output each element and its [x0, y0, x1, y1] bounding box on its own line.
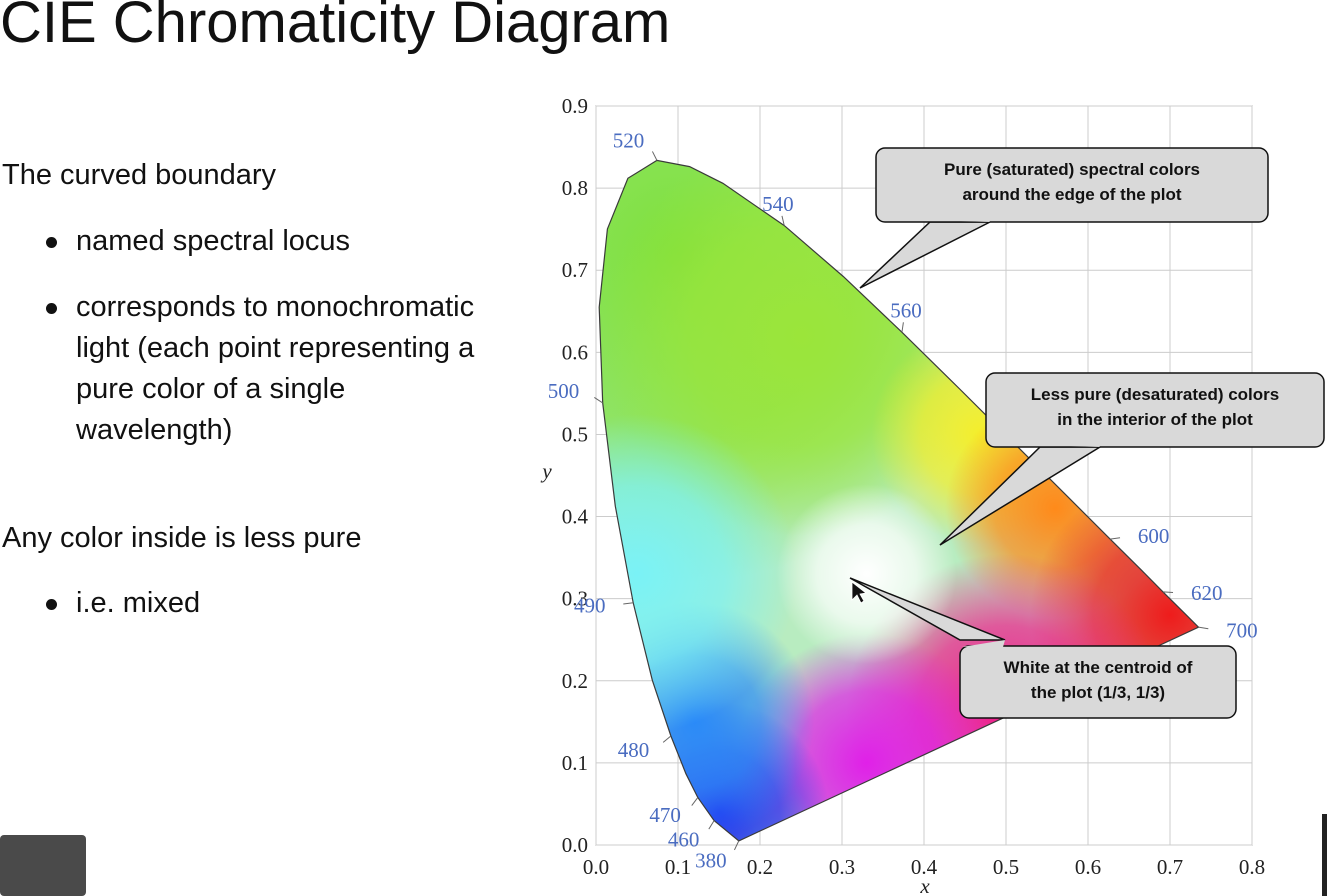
y-tick-label: 0.4 [562, 505, 589, 529]
bullet-item: named spectral locus [46, 221, 476, 262]
callout-joint [1042, 445, 1100, 447]
wavelength-label: 600 [1138, 524, 1170, 548]
callout-text: in the interior of the plot [1057, 410, 1253, 429]
y-tick-label: 0.0 [562, 833, 588, 857]
wavelength-label: 470 [649, 803, 681, 827]
label-leader [1110, 537, 1121, 540]
bullet-item: i.e. mixed [46, 583, 476, 624]
callout-pointer [849, 577, 1006, 641]
callout-box [875, 147, 1269, 223]
callout-text: Pure (saturated) spectral colors [944, 160, 1200, 179]
x-tick-label: 0.4 [911, 855, 938, 879]
x-tick-label: 0.7 [1157, 855, 1183, 879]
y-tick-label: 0.8 [562, 176, 588, 200]
callout-text: White at the centroid of [1004, 658, 1193, 677]
x-tick-label: 0.5 [993, 855, 1019, 879]
wavelength-label: 380 [695, 849, 727, 873]
x-axis-label: x [919, 874, 930, 896]
slide-title: CIE Chromaticity Diagram [0, 0, 671, 55]
mouse-cursor [851, 581, 867, 604]
fill-blob [776, 484, 957, 665]
spectral-locus [598, 159, 1200, 842]
bullet-item: The curved boundary [2, 159, 277, 191]
wavelength-label: 540 [762, 192, 794, 216]
y-tick-label: 0.7 [562, 258, 588, 282]
y-tick-label: 0.3 [562, 587, 588, 611]
y-tick-label: 0.6 [562, 340, 588, 364]
label-leader [594, 397, 603, 404]
label-leader [1163, 591, 1174, 593]
y-tick-label: 0.2 [562, 669, 588, 693]
y-axis-label: y [540, 459, 552, 483]
callout-text: the plot (1/3, 1/3) [1031, 683, 1165, 702]
x-tick-label: 0.6 [1075, 855, 1101, 879]
callout-box [985, 372, 1325, 448]
callout-text: Less pure (desaturated) colors [1031, 385, 1279, 404]
wavelength-label: 560 [890, 298, 922, 322]
label-leader [651, 151, 658, 161]
webcam-thumbnail [0, 835, 86, 896]
wavelength-label: 620 [1191, 581, 1223, 605]
wavelength-label: 500 [548, 379, 580, 403]
x-tick-label: 0.2 [747, 855, 773, 879]
y-tick-label: 0.9 [562, 94, 588, 118]
wavelength-label: 520 [613, 129, 645, 153]
x-tick-label: 0.8 [1239, 855, 1265, 879]
label-leader [733, 840, 740, 851]
bullet-item: Any color inside is less pure [2, 522, 362, 554]
wavelength-label: 700 [1226, 619, 1258, 643]
x-tick-label: 0.1 [665, 855, 691, 879]
callout-joint [932, 220, 990, 222]
label-leader [708, 820, 715, 830]
callout-text: around the edge of the plot [962, 185, 1181, 204]
callout-joint [962, 640, 1005, 647]
label-leader [662, 735, 672, 743]
wavelength-label: 460 [668, 827, 700, 851]
y-tick-label: 0.1 [562, 751, 588, 775]
callout-box [959, 645, 1237, 719]
y-tick-label: 0.5 [562, 422, 588, 446]
x-tick-label: 0.3 [829, 855, 855, 879]
label-leader [1198, 626, 1209, 630]
label-leader [901, 322, 904, 333]
edge-marker [1322, 814, 1327, 896]
label-leader [781, 215, 785, 226]
wavelength-label: 490 [574, 593, 606, 617]
label-leader [691, 797, 699, 806]
bullet-item: corresponds to monochromatic light (each… [46, 287, 476, 451]
label-leader [623, 602, 634, 605]
wavelength-label: 480 [618, 738, 650, 762]
x-tick-label: 0.0 [583, 855, 609, 879]
fill-blob [599, 414, 797, 735]
